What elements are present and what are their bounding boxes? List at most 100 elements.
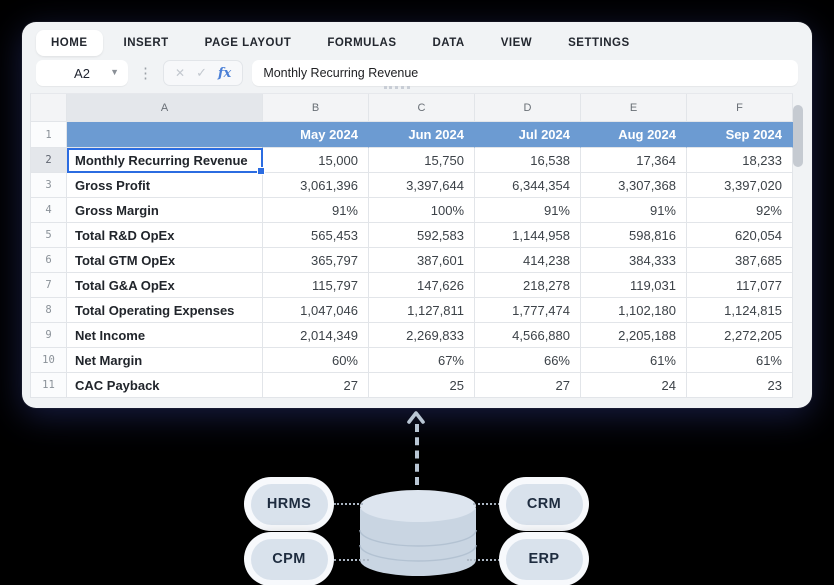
row-number-1[interactable]: 1 [31,122,67,148]
row-number-11[interactable]: 11 [31,373,67,398]
cell-A5[interactable]: Total R&D OpEx [67,223,263,248]
cell-D11[interactable]: 27 [475,373,581,398]
cell-F10[interactable]: 61% [687,348,793,373]
cell-D8[interactable]: 1,777,474 [475,298,581,323]
cell-C1[interactable]: Jun 2024 [369,122,475,148]
column-header-E[interactable]: E [581,94,687,122]
cell-F5[interactable]: 620,054 [687,223,793,248]
cell-E6[interactable]: 384,333 [581,248,687,273]
row-number-8[interactable]: 8 [31,298,67,323]
column-header-F[interactable]: F [687,94,793,122]
cell-B2[interactable]: 15,000 [263,148,369,173]
system-pill-erp[interactable]: ERP [499,532,589,585]
cell-B3[interactable]: 3,061,396 [263,173,369,198]
cell-D1[interactable]: Jul 2024 [475,122,581,148]
cell-F6[interactable]: 387,685 [687,248,793,273]
cancel-icon[interactable]: ✕ [175,66,186,80]
system-pill-hrms[interactable]: HRMS [244,477,334,531]
cell-E4[interactable]: 91% [581,198,687,223]
vertical-scrollbar[interactable] [793,105,803,167]
cell-A6[interactable]: Total GTM OpEx [67,248,263,273]
cell-E1[interactable]: Aug 2024 [581,122,687,148]
cell-C5[interactable]: 592,583 [369,223,475,248]
cell-name-box[interactable]: A2 ▼ [36,60,128,86]
cell-F11[interactable]: 23 [687,373,793,398]
cell-A8[interactable]: Total Operating Expenses [67,298,263,323]
cell-B1[interactable]: May 2024 [263,122,369,148]
cell-C2[interactable]: 15,750 [369,148,475,173]
tab-view[interactable]: VIEW [500,37,533,49]
cell-F4[interactable]: 92% [687,198,793,223]
cell-C4[interactable]: 100% [369,198,475,223]
cell-D7[interactable]: 218,278 [475,273,581,298]
cell-E2[interactable]: 17,364 [581,148,687,173]
row-number-3[interactable]: 3 [31,173,67,198]
cell-D10[interactable]: 66% [475,348,581,373]
cell-E8[interactable]: 1,102,180 [581,298,687,323]
cell-B8[interactable]: 1,047,046 [263,298,369,323]
formulabar-resize-handle[interactable] [384,86,410,89]
function-icon[interactable]: fx [217,65,232,81]
cell-D9[interactable]: 4,566,880 [475,323,581,348]
cell-E7[interactable]: 119,031 [581,273,687,298]
cell-E10[interactable]: 61% [581,348,687,373]
row-number-5[interactable]: 5 [31,223,67,248]
cell-A1[interactable] [67,122,263,148]
cell-C8[interactable]: 1,127,811 [369,298,475,323]
row-number-2[interactable]: 2 [31,148,67,173]
cell-D5[interactable]: 1,144,958 [475,223,581,248]
cell-A9[interactable]: Net Income [67,323,263,348]
system-pill-crm[interactable]: CRM [499,477,589,531]
drag-handle-icon[interactable]: ⋮ [138,64,153,82]
cell-F7[interactable]: 117,077 [687,273,793,298]
tab-data[interactable]: DATA [432,37,465,49]
cell-C11[interactable]: 25 [369,373,475,398]
cell-D3[interactable]: 6,344,354 [475,173,581,198]
cell-A3[interactable]: Gross Profit [67,173,263,198]
cell-A4[interactable]: Gross Margin [67,198,263,223]
cell-F9[interactable]: 2,272,205 [687,323,793,348]
row-number-4[interactable]: 4 [31,198,67,223]
cell-B11[interactable]: 27 [263,373,369,398]
column-header-C[interactable]: C [369,94,475,122]
cell-D4[interactable]: 91% [475,198,581,223]
tab-settings[interactable]: SETTINGS [568,37,630,49]
column-header-A[interactable]: A [67,94,263,122]
row-number-6[interactable]: 6 [31,248,67,273]
cell-A7[interactable]: Total G&A OpEx [67,273,263,298]
tab-home[interactable]: HOME [36,30,103,56]
confirm-icon[interactable]: ✓ [196,65,207,80]
cell-B10[interactable]: 60% [263,348,369,373]
cell-C3[interactable]: 3,397,644 [369,173,475,198]
system-pill-cpm[interactable]: CPM [244,532,334,585]
row-number-10[interactable]: 10 [31,348,67,373]
cell-F1[interactable]: Sep 2024 [687,122,793,148]
row-number-7[interactable]: 7 [31,273,67,298]
formula-input[interactable] [252,60,798,86]
cell-A11[interactable]: CAC Payback [67,373,263,398]
column-header-D[interactable]: D [475,94,581,122]
cell-C9[interactable]: 2,269,833 [369,323,475,348]
cell-F8[interactable]: 1,124,815 [687,298,793,323]
cell-B4[interactable]: 91% [263,198,369,223]
cell-A10[interactable]: Net Margin [67,348,263,373]
cell-B9[interactable]: 2,014,349 [263,323,369,348]
cell-B6[interactable]: 365,797 [263,248,369,273]
cell-E11[interactable]: 24 [581,373,687,398]
cell-E3[interactable]: 3,307,368 [581,173,687,198]
cell-F2[interactable]: 18,233 [687,148,793,173]
cell-F3[interactable]: 3,397,020 [687,173,793,198]
cell-D2[interactable]: 16,538 [475,148,581,173]
cell-C10[interactable]: 67% [369,348,475,373]
tab-insert[interactable]: INSERT [123,37,169,49]
cell-E9[interactable]: 2,205,188 [581,323,687,348]
tab-page-layout[interactable]: PAGE LAYOUT [204,37,292,49]
cell-B5[interactable]: 565,453 [263,223,369,248]
row-number-9[interactable]: 9 [31,323,67,348]
cell-C7[interactable]: 147,626 [369,273,475,298]
cell-C6[interactable]: 387,601 [369,248,475,273]
cell-A2[interactable]: Monthly Recurring Revenue [67,148,265,175]
cell-E5[interactable]: 598,816 [581,223,687,248]
cell-D6[interactable]: 414,238 [475,248,581,273]
column-header-B[interactable]: B [263,94,369,122]
